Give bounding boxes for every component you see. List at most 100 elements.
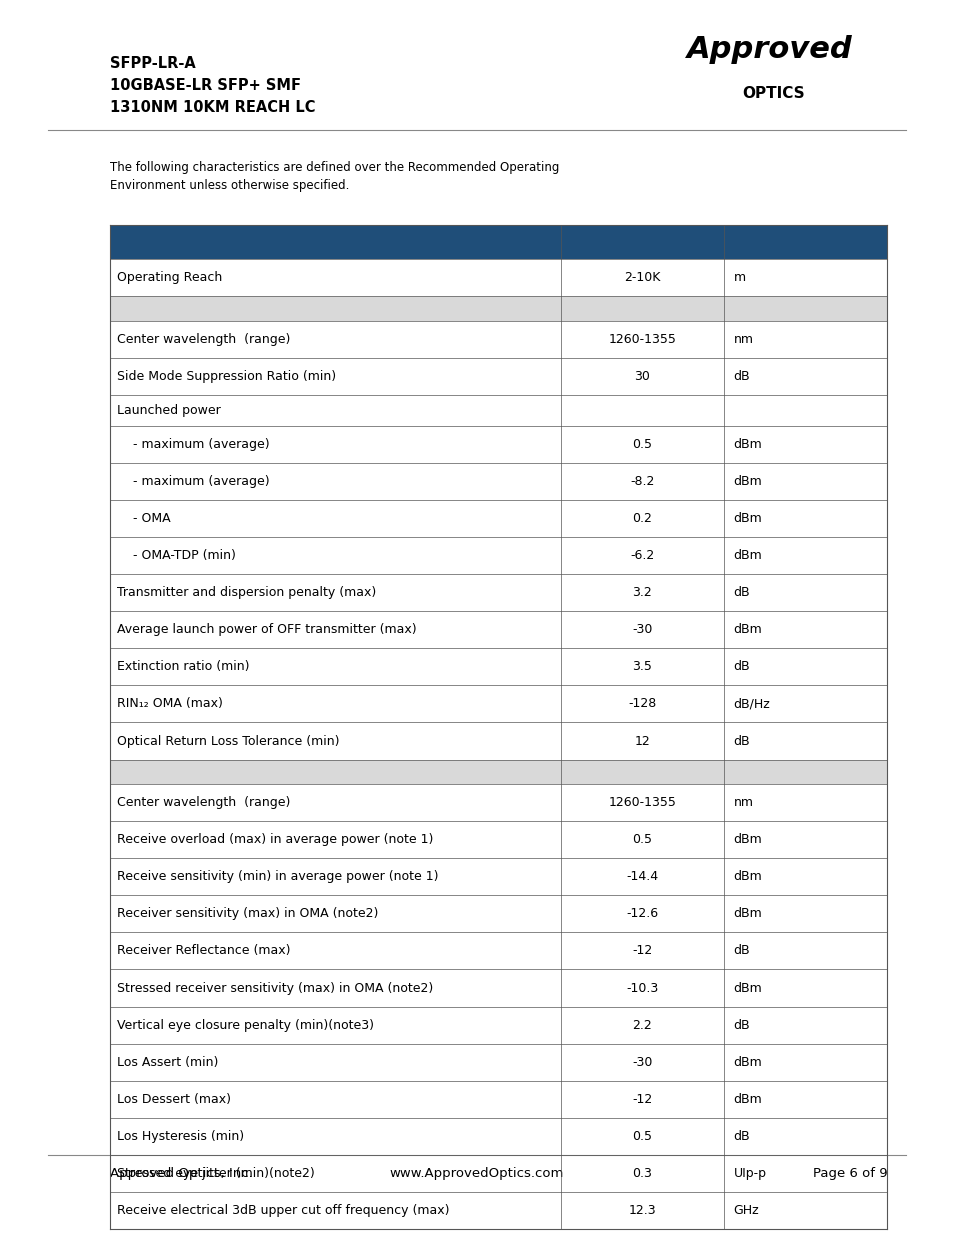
Text: -6.2: -6.2 [630,550,654,562]
Text: Operating Reach: Operating Reach [117,272,222,284]
Text: dBm: dBm [733,1056,761,1068]
Bar [110,426,886,463]
Bar [110,574,886,611]
Text: 0.2: 0.2 [632,513,652,525]
Text: nm: nm [733,333,753,346]
Text: OPTICS: OPTICS [741,86,804,101]
Bar [110,611,886,648]
Text: dBm: dBm [733,908,761,920]
Text: Receive sensitivity (min) in average power (note 1): Receive sensitivity (min) in average pow… [117,871,438,883]
Text: The following characteristics are defined over the Recommended Operating
Environ: The following characteristics are define… [110,161,558,191]
Text: -128: -128 [627,698,656,710]
Text: dB: dB [733,945,749,957]
Bar [110,225,886,259]
Text: dBm: dBm [733,871,761,883]
Bar [110,1081,886,1118]
Text: dBm: dBm [733,834,761,846]
Text: UIp-p: UIp-p [733,1167,765,1179]
Text: Vertical eye closure penalty (min)(note3): Vertical eye closure penalty (min)(note3… [117,1019,374,1031]
Bar [110,500,886,537]
Text: 12.3: 12.3 [628,1204,656,1216]
Text: www.ApprovedOptics.com: www.ApprovedOptics.com [390,1167,563,1179]
Text: m: m [733,272,745,284]
Text: dB/Hz: dB/Hz [733,698,769,710]
Text: dBm: dBm [733,1093,761,1105]
Text: dB: dB [733,661,749,673]
Text: - maximum (average): - maximum (average) [117,438,270,451]
Text: 2-10K: 2-10K [623,272,659,284]
Text: dB: dB [733,735,749,747]
Text: Approved Optics, Inc.: Approved Optics, Inc. [110,1167,253,1179]
Text: dBm: dBm [733,550,761,562]
Bar [110,969,886,1007]
Text: Optical Return Loss Tolerance (min): Optical Return Loss Tolerance (min) [117,735,339,747]
Text: Average launch power of OFF transmitter (max): Average launch power of OFF transmitter … [117,624,416,636]
Bar [110,358,886,395]
Text: 3.5: 3.5 [632,661,652,673]
Text: Receiver Reflectance (max): Receiver Reflectance (max) [117,945,291,957]
Text: Stressed eye jitter (min)(note2): Stressed eye jitter (min)(note2) [117,1167,314,1179]
Bar [110,858,886,895]
Bar [110,259,886,296]
Text: -10.3: -10.3 [625,982,658,994]
Text: Transmitter and dispersion penalty (max): Transmitter and dispersion penalty (max) [117,587,376,599]
Text: dB: dB [733,370,749,383]
Text: dB: dB [733,1130,749,1142]
Bar [110,1007,886,1044]
Text: dBm: dBm [733,982,761,994]
Text: Receiver sensitivity (max) in OMA (note2): Receiver sensitivity (max) in OMA (note2… [117,908,378,920]
Text: -30: -30 [632,1056,652,1068]
Text: 1260-1355: 1260-1355 [608,333,676,346]
Bar [110,1155,886,1192]
Text: Los Hysteresis (min): Los Hysteresis (min) [117,1130,244,1142]
Text: 3.2: 3.2 [632,587,652,599]
Text: dB: dB [733,1019,749,1031]
Text: - maximum (average): - maximum (average) [117,475,270,488]
Text: Stressed receiver sensitivity (max) in OMA (note2): Stressed receiver sensitivity (max) in O… [117,982,433,994]
Text: dBm: dBm [733,475,761,488]
Text: 2.2: 2.2 [632,1019,652,1031]
Bar [110,722,886,760]
Text: Receive overload (max) in average power (note 1): Receive overload (max) in average power … [117,834,434,846]
Text: dB: dB [733,587,749,599]
Text: Receive electrical 3dB upper cut off frequency (max): Receive electrical 3dB upper cut off fre… [117,1204,450,1216]
Text: - OMA: - OMA [117,513,171,525]
Text: dBm: dBm [733,624,761,636]
Text: -12: -12 [632,1093,652,1105]
Text: 0.5: 0.5 [632,1130,652,1142]
Text: Launched power: Launched power [117,404,221,417]
Text: -14.4: -14.4 [625,871,658,883]
Bar [110,395,886,426]
Text: dBm: dBm [733,438,761,451]
Text: -8.2: -8.2 [629,475,654,488]
Bar [110,895,886,932]
Text: Approved: Approved [686,35,852,63]
Text: Center wavelength  (range): Center wavelength (range) [117,333,291,346]
Text: dBm: dBm [733,513,761,525]
Text: RIN₁₂ OMA (max): RIN₁₂ OMA (max) [117,698,223,710]
Bar [110,537,886,574]
Bar [110,821,886,858]
Text: 0.3: 0.3 [632,1167,652,1179]
Text: Los Dessert (max): Los Dessert (max) [117,1093,231,1105]
Text: -30: -30 [632,624,652,636]
Text: 30: 30 [634,370,650,383]
Bar [110,932,886,969]
Bar [110,296,886,321]
Text: 1260-1355: 1260-1355 [608,797,676,809]
Text: -12: -12 [632,945,652,957]
Bar [110,1118,886,1155]
Text: Page 6 of 9: Page 6 of 9 [812,1167,886,1179]
Bar [110,784,886,821]
Bar [110,463,886,500]
Text: 0.5: 0.5 [632,438,652,451]
Bar [110,321,886,358]
Text: Side Mode Suppression Ratio (min): Side Mode Suppression Ratio (min) [117,370,336,383]
Text: - OMA-TDP (min): - OMA-TDP (min) [117,550,236,562]
Bar [110,648,886,685]
Text: Center wavelength  (range): Center wavelength (range) [117,797,291,809]
Bar [110,1044,886,1081]
Text: -12.6: -12.6 [625,908,658,920]
Bar [110,760,886,784]
Text: GHz: GHz [733,1204,759,1216]
